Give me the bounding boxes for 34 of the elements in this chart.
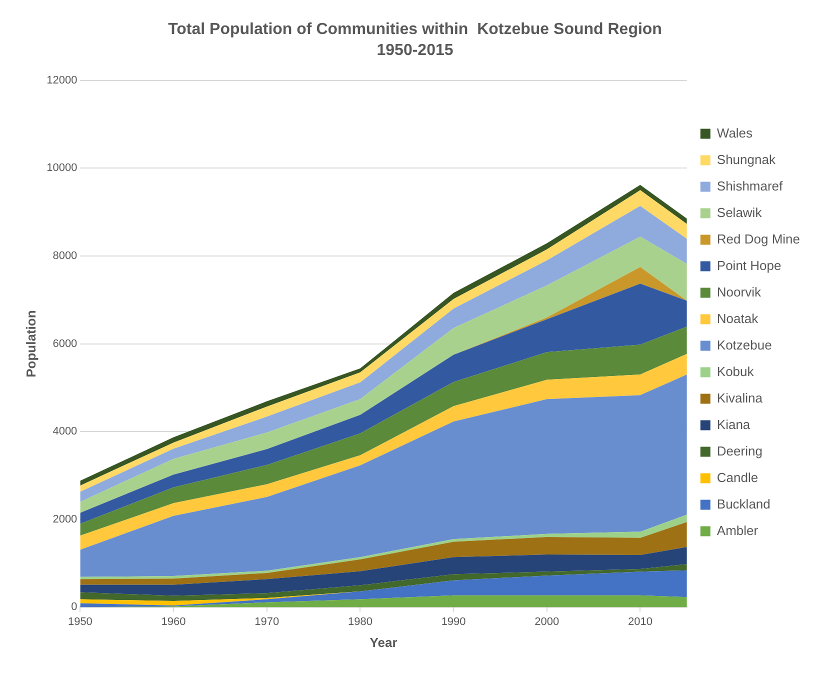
x-tick-label: 1970 [254, 616, 280, 628]
legend-label: Candle [716, 470, 758, 485]
y-tick-label: 2000 [52, 513, 78, 526]
chart-title: Total Population of Communities within Kotzebue Sound Region [168, 21, 662, 38]
legend-label: Kiana [716, 416, 751, 432]
chart-subtitle: 1950-2015 [376, 42, 454, 60]
x-tick-label: 1950 [68, 616, 92, 628]
x-tick-label: 1980 [348, 616, 372, 628]
x-tick-label: 1960 [161, 616, 186, 628]
legend-label: Kivalina [716, 390, 764, 406]
legend-label: Shishmaref [716, 178, 784, 194]
legend-label: Kotzebue [716, 337, 772, 352]
y-tick-label: 6000 [52, 338, 78, 350]
y-tick-label: 0 [71, 601, 78, 614]
legend-label: Kobuk [716, 364, 754, 379]
y-tick-label: 8000 [52, 250, 78, 262]
legend-label: Shungnak [716, 152, 776, 167]
y-tick-label: 12000 [46, 74, 78, 86]
x-tick-label: 2010 [628, 616, 652, 628]
y-axis-title: Population [23, 310, 38, 378]
legend-label: Noorvik [716, 284, 762, 300]
x-axis-title: Year [370, 634, 398, 650]
legend-label: Wales [716, 125, 754, 140]
legend-label: Deering [716, 443, 762, 458]
legend-label: Selawik [716, 204, 762, 220]
legend-label: Red Dog Mine [716, 231, 800, 246]
legend-label: Buckland [716, 496, 770, 512]
legend-label: Point Hope [716, 258, 782, 273]
legend-label: Ambler [716, 522, 759, 538]
y-tick-label: 4000 [52, 426, 78, 438]
y-tick-label: 10000 [46, 162, 78, 174]
x-tick-label: 1990 [441, 616, 466, 628]
legend-label: Noatak [716, 310, 759, 326]
x-tick-label: 2000 [534, 616, 560, 628]
